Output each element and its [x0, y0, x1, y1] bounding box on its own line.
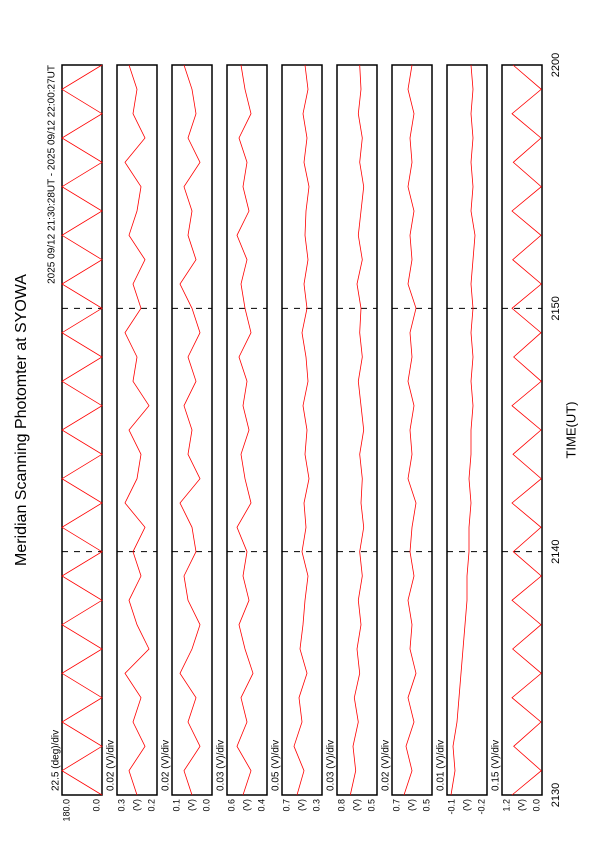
y-unit: (V)	[406, 799, 416, 811]
y-tick-label: 0.1	[171, 799, 181, 812]
y-tick-label: -0.1	[446, 799, 456, 815]
scale-label: 0.03 (V)/div	[216, 740, 227, 791]
y-tick-label: 0.5	[366, 799, 376, 812]
y-unit: (V)	[461, 799, 471, 811]
data-line	[236, 64, 254, 796]
y-tick-label: 0.2	[146, 799, 156, 812]
panel-frame	[336, 64, 378, 796]
y-unit: (V)	[186, 799, 196, 811]
y-tick-label: 0.4	[256, 799, 266, 812]
scale-label: 0.05 (V)/div	[271, 740, 282, 791]
scale-label: 22.5 (deg)/div	[51, 730, 62, 791]
y-tick-label: 1.2	[501, 799, 511, 812]
panel-frame	[281, 64, 323, 796]
x-axis-label: TIME(UT)	[563, 401, 578, 458]
rotated-plot: Meridian Scanning Photomter at SYOWA 202…	[13, 53, 578, 822]
scale-label: 0.15 (V)/div	[491, 740, 502, 791]
scale-label: 0.02 (V)/div	[161, 740, 172, 791]
x-tick-label: 2130	[550, 783, 562, 807]
data-line	[61, 64, 103, 796]
y-tick-label: 0.0	[531, 799, 541, 812]
y-tick-label: 0.6	[226, 799, 236, 812]
y-unit: (V)	[241, 799, 251, 811]
y-unit: (V)	[296, 799, 306, 811]
data-line	[179, 64, 201, 796]
data-line	[403, 64, 417, 796]
scale-label: 0.03 (V)/div	[326, 740, 337, 791]
y-tick-label: 0.3	[116, 799, 126, 812]
y-tick-label: -0.2	[476, 799, 486, 815]
panel-frame	[226, 64, 268, 796]
data-line	[293, 64, 310, 796]
y-tick-label: 0.8	[336, 799, 346, 812]
data-line	[450, 64, 476, 796]
y-unit: (V)	[131, 799, 141, 811]
scale-label: 0.02 (V)/div	[106, 740, 117, 791]
y-tick-label: 0.0	[201, 799, 211, 812]
y-tick-label: 0.7	[391, 799, 401, 812]
y-tick-label: 0.7	[281, 799, 291, 812]
y-unit: (V)	[351, 799, 361, 811]
panel-frame	[446, 64, 488, 796]
data-line	[349, 64, 365, 796]
data-line	[511, 64, 542, 796]
scale-label: 0.02 (V)/div	[381, 740, 392, 791]
x-tick-label: 2140	[550, 539, 562, 563]
scale-label: 0.01 (V)/div	[436, 740, 447, 791]
time-range: 2025 09/12 21:30:28UT - 2025 09/12 22:00…	[47, 65, 58, 284]
chart-title: Meridian Scanning Photomter at SYOWA	[13, 274, 30, 566]
y-unit: (V)	[516, 799, 526, 811]
x-tick-label: 2200	[550, 53, 562, 77]
y-tick-label: 0.3	[311, 799, 321, 812]
y-tick-label: 0.0	[91, 799, 101, 812]
panel-frame	[501, 64, 543, 796]
data-line	[124, 64, 150, 796]
x-tick-label: 2150	[550, 296, 562, 320]
y-tick-label: 0.5	[421, 799, 431, 812]
y-tick-label: 180.0	[61, 799, 71, 822]
